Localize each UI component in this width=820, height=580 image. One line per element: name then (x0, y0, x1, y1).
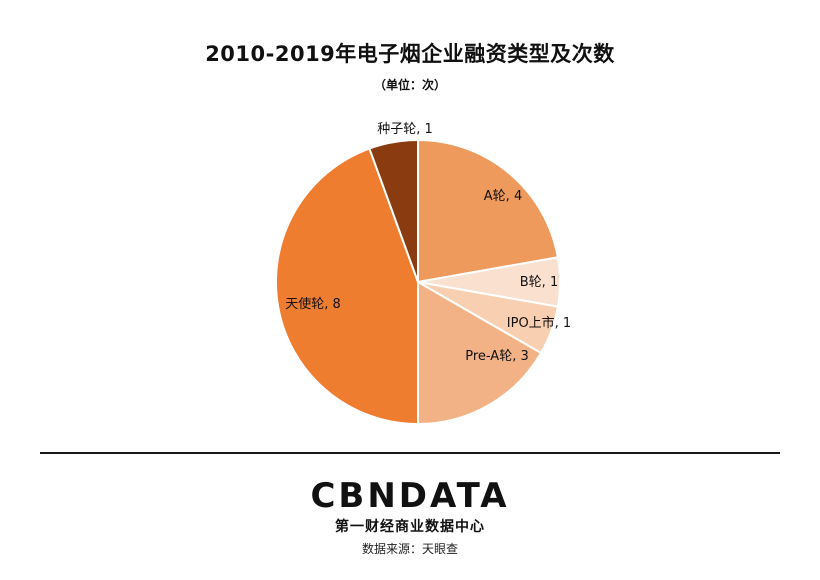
pie-slice (417, 138, 559, 284)
slice-label: 种子轮, 1 (377, 122, 433, 137)
slice-label: 天使轮, 8 (285, 296, 341, 312)
cbndata-logo: CBNDATA (310, 476, 510, 516)
slice-label: IPO上市, 1 (507, 315, 571, 331)
pie-slice (275, 147, 419, 426)
pie-slice (368, 138, 419, 283)
footer-divider (40, 452, 780, 454)
slice-label: Pre-A轮, 3 (465, 349, 529, 364)
pie-slice (417, 280, 543, 426)
footer-tagline: 第一财经商业数据中心 (335, 519, 485, 535)
data-source: 数据来源：天眼查 (361, 542, 458, 556)
chart-title: 2010-2019年电子烟企业融资类型及次数 (205, 42, 615, 66)
slice-label: B轮, 1 (520, 275, 558, 290)
chart-subtitle: （单位：次） (373, 78, 446, 92)
slice-label: A轮, 4 (484, 189, 522, 204)
pie-chart: A轮, 4 B轮, 1 IPO上市, 1 Pre-A轮, 3 天使轮, 8 种子轮, 1 (275, 122, 571, 426)
